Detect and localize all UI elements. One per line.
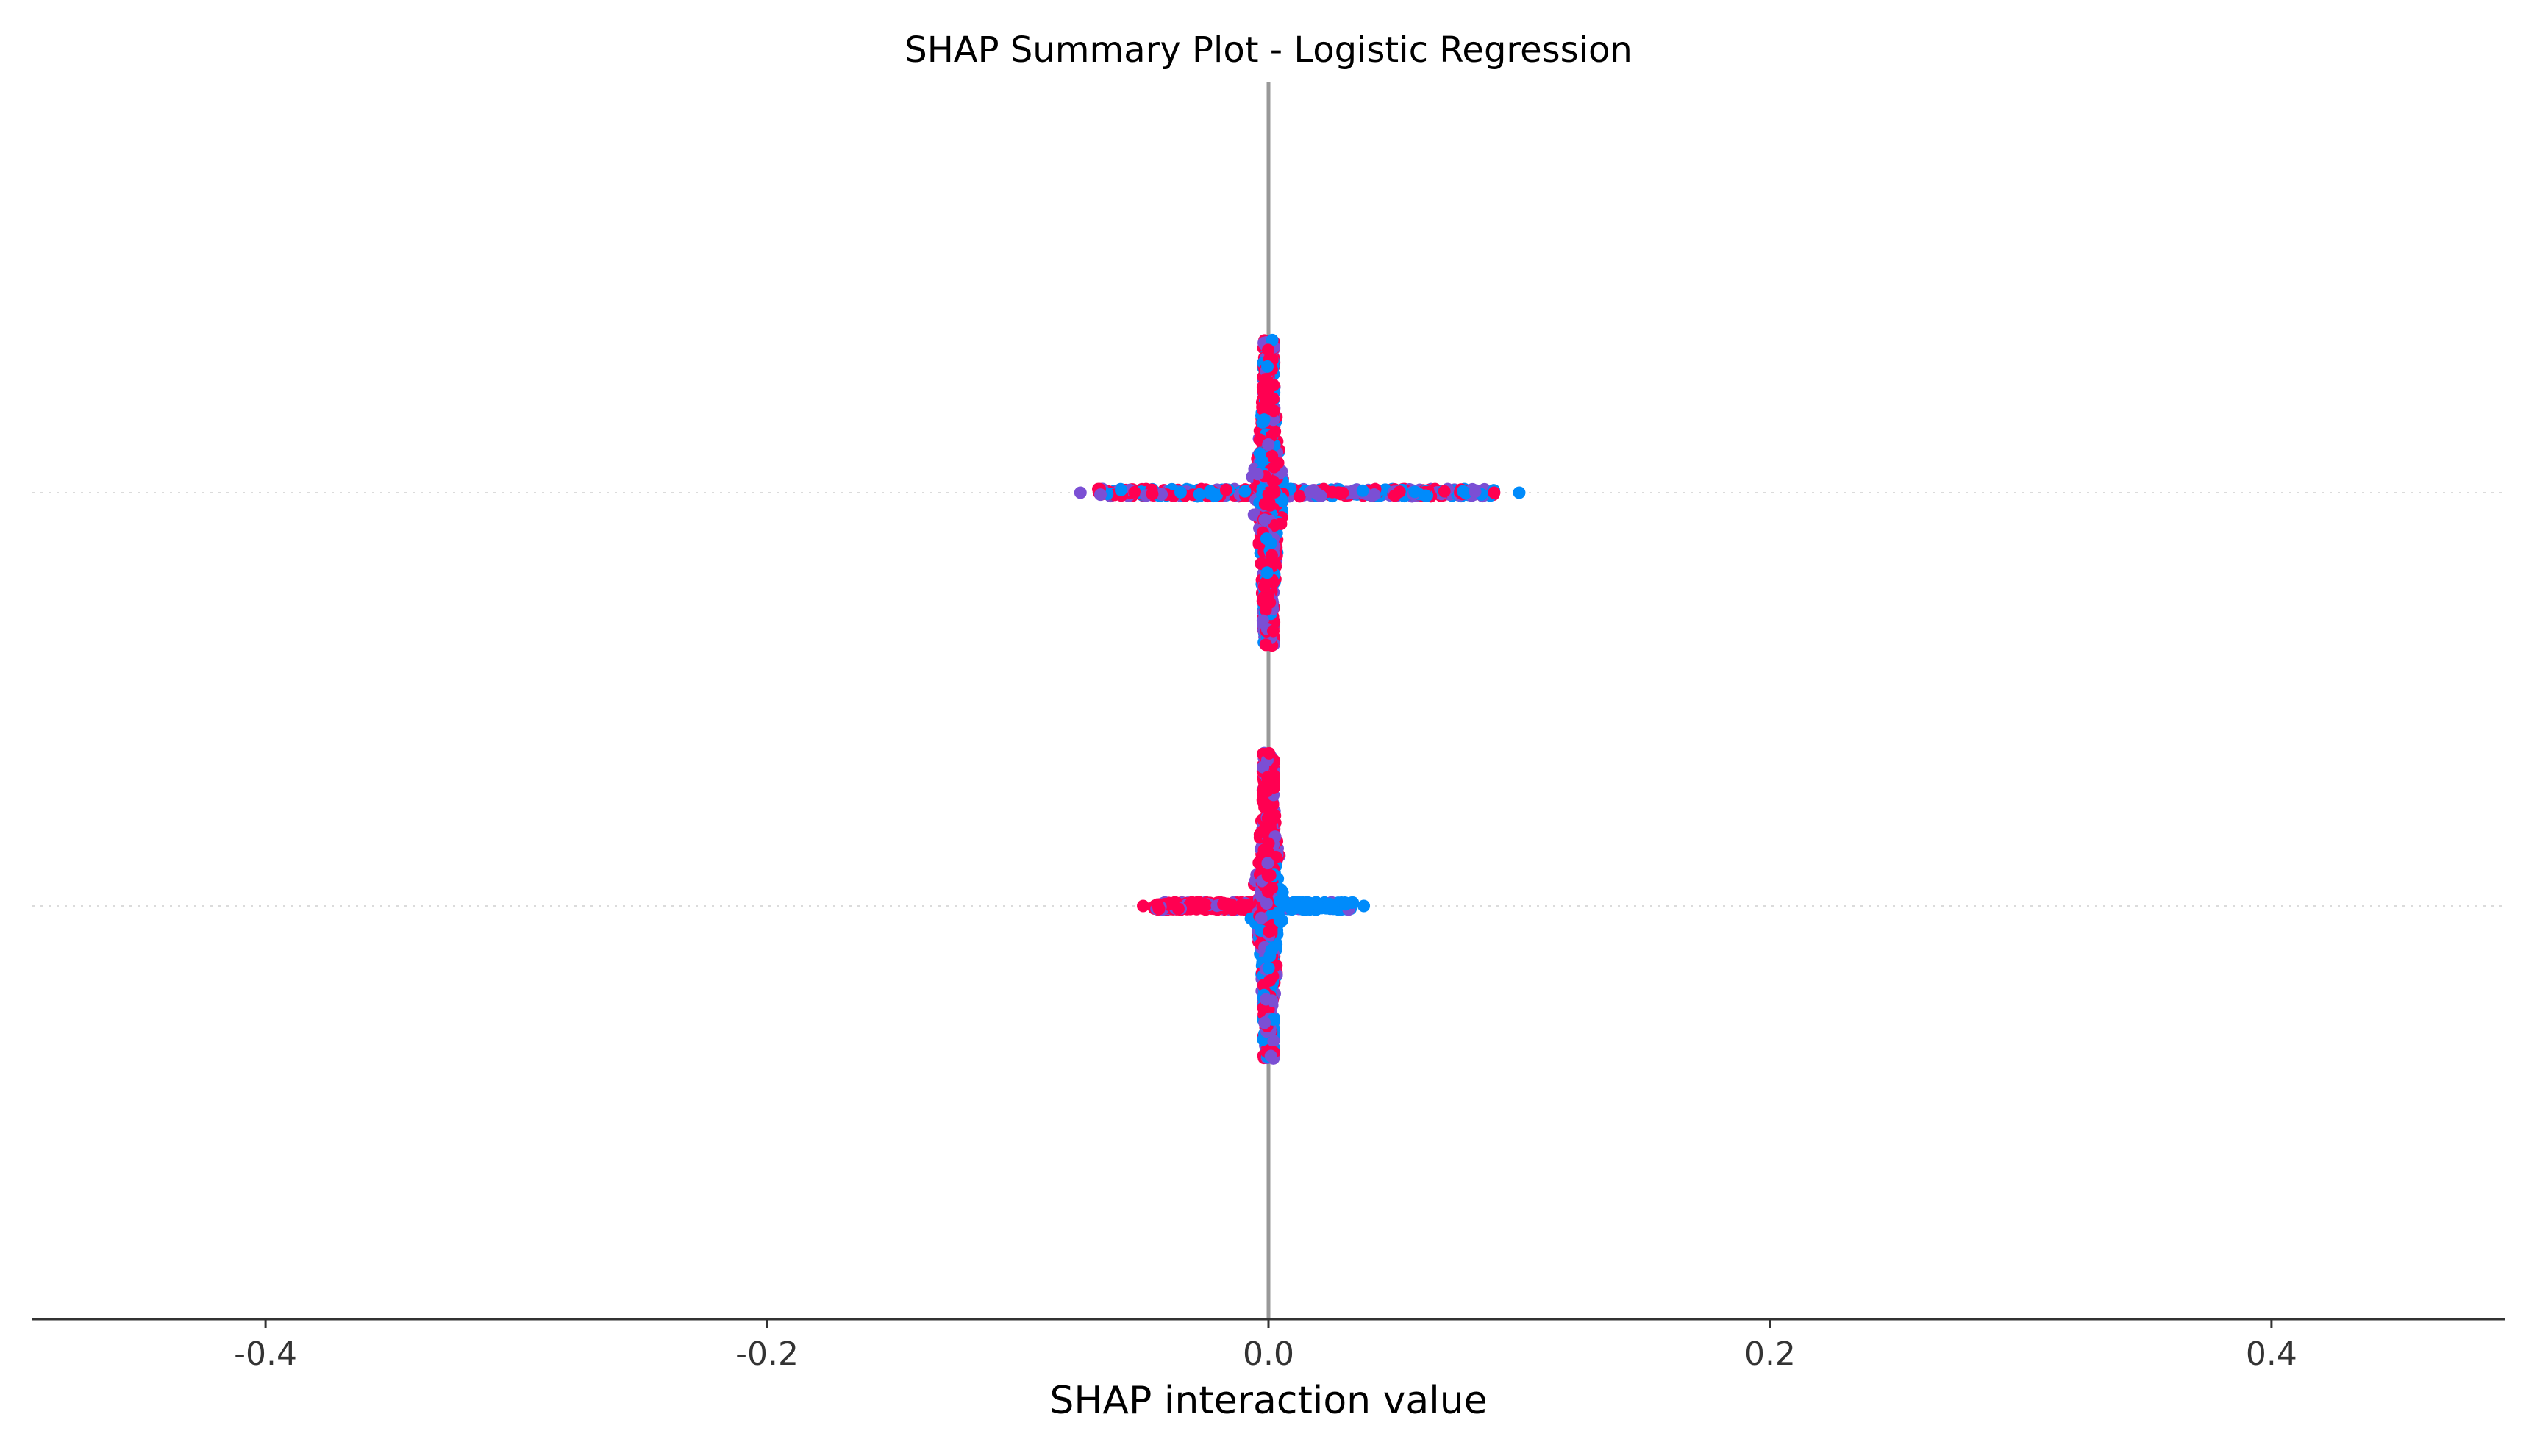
data-point xyxy=(1171,902,1185,916)
x-tick-label: 0.2 xyxy=(1744,1335,1796,1373)
data-point xyxy=(1273,910,1286,924)
data-point xyxy=(1219,483,1232,496)
data-point xyxy=(1260,393,1273,406)
data-point xyxy=(1114,483,1127,496)
data-point xyxy=(1263,949,1277,963)
data-point xyxy=(1267,404,1280,418)
data-point xyxy=(1262,961,1275,974)
data-point xyxy=(1325,902,1338,915)
data-point xyxy=(1094,488,1107,502)
data-point xyxy=(1469,485,1482,498)
data-point xyxy=(1261,801,1274,814)
data-point xyxy=(1261,857,1274,870)
data-point xyxy=(1151,898,1164,911)
data-point xyxy=(1255,454,1268,468)
data-point xyxy=(1258,497,1271,510)
data-point xyxy=(1257,579,1271,593)
data-point xyxy=(1261,360,1274,373)
data-point xyxy=(1193,488,1206,501)
row-points-1 xyxy=(1137,746,1371,1065)
data-point xyxy=(1339,896,1352,910)
data-point xyxy=(1457,485,1470,498)
data-point xyxy=(1267,624,1280,638)
data-point xyxy=(1263,810,1276,824)
data-point xyxy=(1217,898,1230,911)
data-point xyxy=(1238,485,1252,498)
data-point xyxy=(1258,513,1271,527)
x-axis-label: SHAP interaction value xyxy=(1049,1379,1487,1423)
data-point xyxy=(1263,746,1276,760)
x-tick-label: -0.2 xyxy=(735,1335,799,1373)
data-point xyxy=(1336,486,1349,499)
data-point xyxy=(1267,556,1280,569)
data-point xyxy=(1262,438,1275,452)
data-point xyxy=(1256,403,1269,416)
data-point xyxy=(1274,517,1288,530)
outlier-point xyxy=(1137,899,1150,913)
data-point xyxy=(1262,343,1275,357)
data-point xyxy=(1305,897,1318,910)
data-point xyxy=(1259,373,1272,386)
data-point xyxy=(1388,489,1402,502)
data-point xyxy=(1259,638,1272,652)
data-point xyxy=(1190,898,1203,911)
data-point xyxy=(1274,894,1287,907)
outlier-point xyxy=(1513,486,1526,499)
data-point xyxy=(1267,1035,1280,1048)
data-point xyxy=(1235,898,1249,911)
data-point xyxy=(1267,460,1280,474)
data-point xyxy=(1408,485,1421,499)
outlier-point xyxy=(1488,486,1501,499)
data-point xyxy=(1128,485,1141,499)
data-point xyxy=(1258,1016,1271,1029)
data-point xyxy=(1265,924,1278,938)
data-point xyxy=(1251,468,1264,481)
data-point xyxy=(1257,413,1271,427)
x-tick-label: -0.4 xyxy=(234,1335,297,1373)
data-point xyxy=(1294,901,1307,914)
data-point xyxy=(1266,449,1279,463)
points-layer xyxy=(1074,333,1526,1065)
data-point xyxy=(1260,785,1274,798)
x-tick-label: 0.0 xyxy=(1243,1335,1294,1373)
chart-title: SHAP Summary Plot - Logistic Regression xyxy=(904,29,1633,71)
data-point xyxy=(1174,485,1187,499)
outlier-point xyxy=(1357,899,1371,913)
x-tick-label: 0.4 xyxy=(2246,1335,2297,1373)
outlier-point xyxy=(1074,486,1087,499)
data-point xyxy=(1267,413,1280,427)
data-point xyxy=(1293,490,1306,503)
data-point xyxy=(1257,823,1271,836)
data-point xyxy=(1262,837,1275,850)
data-point xyxy=(1155,488,1168,501)
data-point xyxy=(1314,490,1327,503)
data-point xyxy=(1261,885,1274,898)
row-points-0 xyxy=(1074,333,1526,652)
data-point xyxy=(1263,868,1277,882)
data-point xyxy=(1264,537,1277,550)
data-point xyxy=(1263,596,1277,609)
data-point xyxy=(1260,993,1273,1006)
data-point xyxy=(1264,1049,1277,1063)
data-point xyxy=(1260,566,1274,579)
data-point xyxy=(1204,485,1217,498)
data-point xyxy=(1146,488,1159,501)
data-point xyxy=(1266,333,1279,346)
data-point xyxy=(1356,484,1369,497)
data-point xyxy=(1255,911,1268,924)
data-point xyxy=(1438,485,1451,498)
x-axis: -0.4 -0.2 0.0 0.2 0.4 xyxy=(32,1318,2505,1373)
